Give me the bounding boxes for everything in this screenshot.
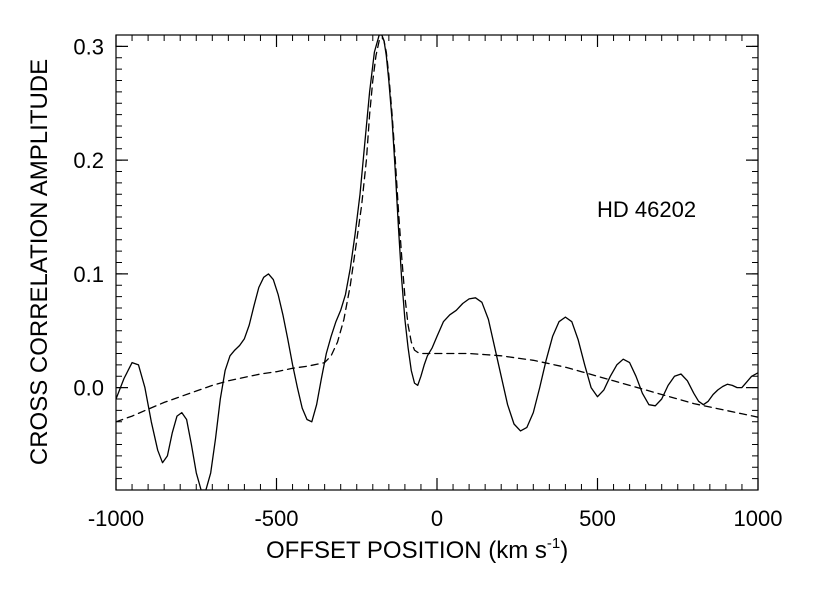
y-tick-label: 0.2 <box>73 148 104 173</box>
x-tick-labels: -1000 -500 0 500 1000 <box>88 506 783 531</box>
plot-frame <box>115 34 759 491</box>
star-annotation: HD 46202 <box>597 197 696 222</box>
x-axis-title-main: OFFSET POSITION (km s <box>266 537 547 564</box>
y-tick-label: 0.0 <box>73 376 104 401</box>
series-layer <box>116 35 758 490</box>
fit-curve-dashed <box>116 36 758 423</box>
x-tick-label: -500 <box>254 506 298 531</box>
y-tick-label: 0.1 <box>73 262 104 287</box>
x-axis-title-superscript: -1 <box>547 535 560 552</box>
y-tick-label: 0.3 <box>73 34 104 59</box>
y-tick-labels: 0.0 0.1 0.2 0.3 <box>73 34 104 400</box>
x-tick-label: 1000 <box>734 506 783 531</box>
x-tick-label: -1000 <box>88 506 144 531</box>
y-axis-title: CROSS CORRELATION AMPLITUDE <box>26 59 53 465</box>
major-ticks <box>115 35 759 490</box>
x-axis-title: OFFSET POSITION (km s-1) <box>266 535 568 564</box>
x-axis-title-end: ) <box>560 537 568 564</box>
x-tick-label: 500 <box>579 506 616 531</box>
x-tick-label: 0 <box>431 506 443 531</box>
minor-ticks <box>115 34 759 491</box>
correlation-curve-solid <box>116 35 758 490</box>
